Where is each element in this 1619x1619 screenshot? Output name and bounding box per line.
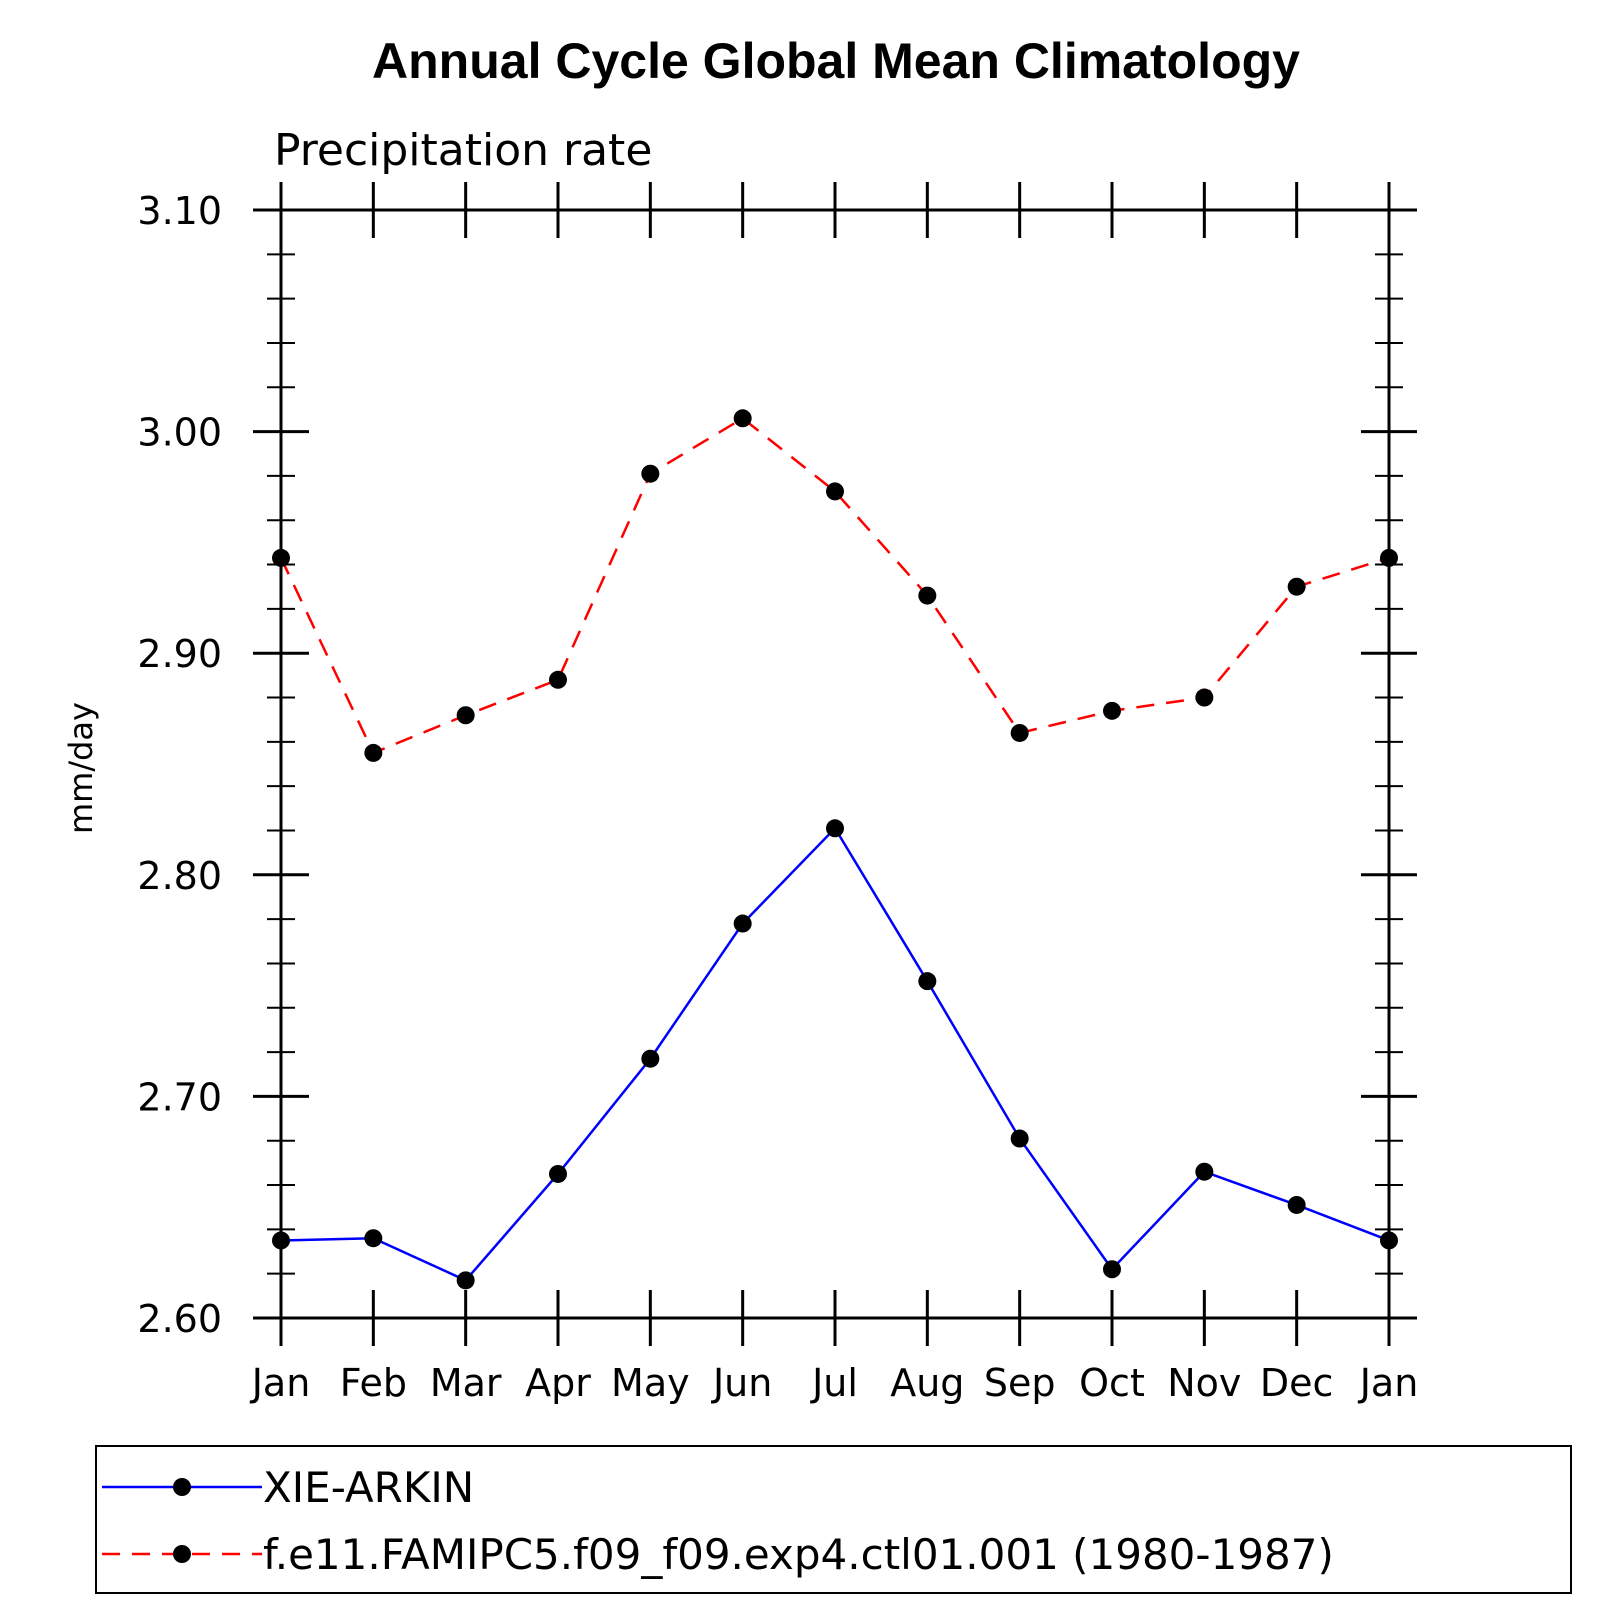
y-tick-label: 2.90 [137, 632, 222, 676]
x-tick-label: Mar [430, 1361, 502, 1405]
legend-box [95, 1445, 1572, 1594]
x-tick-label: Jan [250, 1361, 311, 1405]
y-tick-label: 2.80 [137, 854, 222, 898]
x-tick-label: Oct [1079, 1361, 1145, 1405]
x-tick-label: Nov [1167, 1361, 1241, 1405]
series-1-point [1287, 577, 1306, 596]
y-tick-label: 2.60 [137, 1297, 222, 1341]
series-1-point [918, 586, 937, 605]
x-tick-label: Jun [711, 1361, 772, 1405]
y-tick-labels: 3.10 3.00 2.90 2.80 2.70 2.60 [137, 189, 222, 1341]
series-1-point [1195, 688, 1214, 707]
series-0-point [364, 1229, 383, 1248]
series-1-point [1010, 723, 1029, 742]
x-tick-label: Aug [890, 1361, 964, 1405]
series-0-point [456, 1271, 475, 1290]
x-tick-label: Jan [1358, 1361, 1419, 1405]
series-1-point [733, 409, 752, 428]
series-1-point [1103, 701, 1121, 720]
series-0-point [1195, 1162, 1214, 1181]
legend: XIE-ARKIN f.e11.FAMIPC5.f09_f09.exp4.ctl… [95, 1445, 1572, 1594]
series-0-point [733, 914, 752, 933]
x-tick-label: Dec [1260, 1361, 1334, 1405]
plot-frame [279, 208, 1391, 1320]
chart-title: Annual Cycle Global Mean Climatology [372, 33, 1300, 89]
series-0-point [549, 1164, 567, 1183]
legend-marker-xie-arkin [173, 1478, 191, 1496]
legend-label-xie-arkin: XIE-ARKIN [263, 1463, 474, 1512]
x-tick-label: Sep [984, 1361, 1056, 1405]
series-0-point [918, 972, 937, 991]
y-axis-label: mm/day [62, 702, 100, 834]
chart-subtitle: Precipitation rate [274, 125, 652, 176]
series-0-point [1010, 1129, 1029, 1148]
x-tick-label: Apr [525, 1361, 591, 1405]
series-0-point [1103, 1260, 1121, 1279]
y-tick-label: 3.10 [137, 189, 222, 233]
y-tick-label: 2.70 [137, 1075, 222, 1119]
x-tick-labels: Jan Feb Mar Apr May Jun Jul Aug Sep Oct Nov Dec Jan [250, 1361, 1419, 1405]
legend-marker-model [173, 1545, 191, 1563]
series-0-point [1287, 1195, 1306, 1214]
x-tick-label: May [611, 1361, 690, 1405]
y-tick-label: 3.00 [137, 411, 222, 455]
series-1-point [641, 464, 660, 483]
series-0-point [826, 819, 844, 838]
series-0-point [641, 1049, 660, 1068]
x-tick-label: Jul [810, 1361, 858, 1405]
series-1-point [364, 743, 383, 762]
series-1-point [826, 482, 844, 501]
x-tick-label: Feb [340, 1361, 407, 1405]
series-1-point [456, 706, 475, 725]
series-1-point [549, 670, 567, 689]
legend-label-model: f.e11.FAMIPC5.f09_f09.exp4.ctl01.001 (19… [263, 1530, 1334, 1579]
